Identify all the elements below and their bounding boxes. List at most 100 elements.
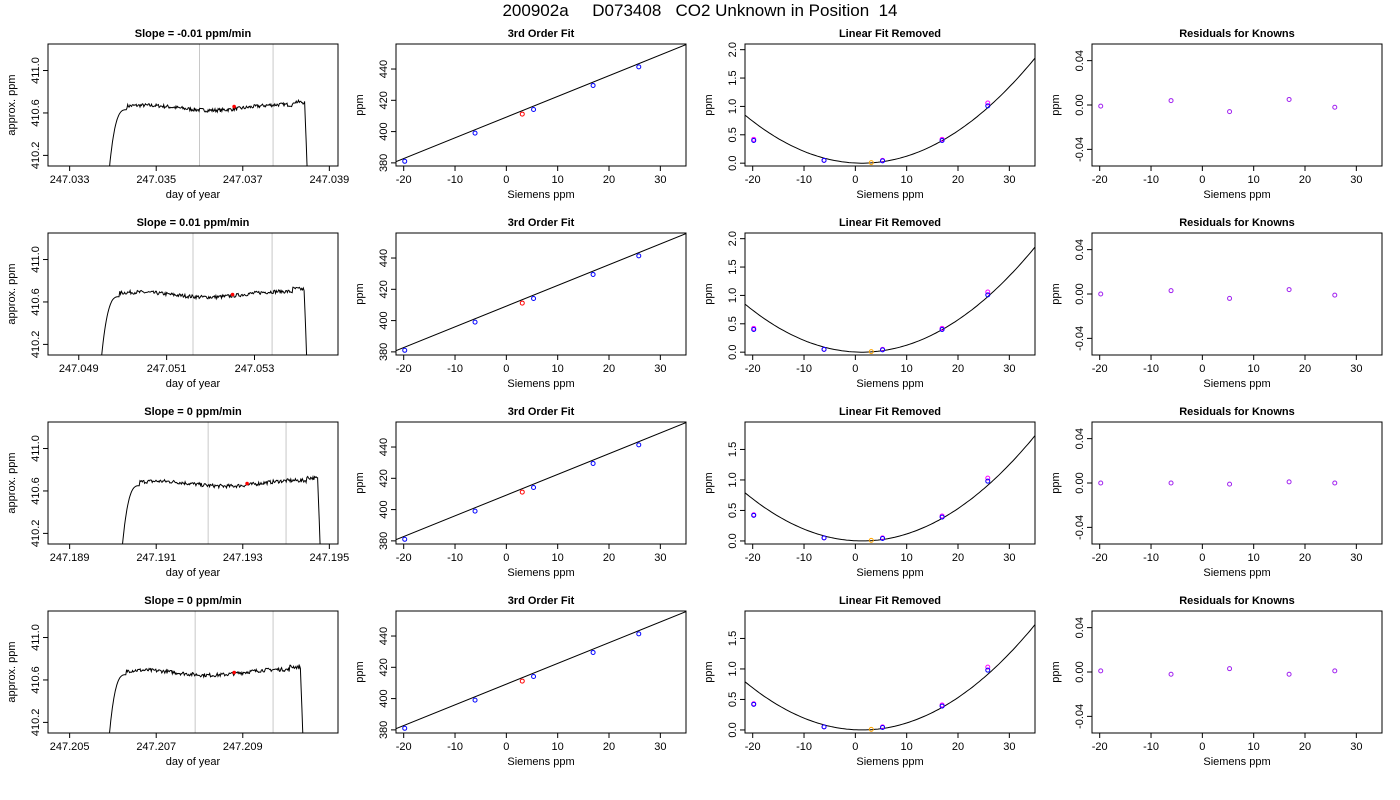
y-tick-label: 0.0 [727,345,739,360]
panel-r4-c4: Residuals for Knowns Siemens ppm ppm -20 -10… [1050,595,1383,768]
residual-point [1168,288,1174,294]
x-axis-label: day of year [166,189,221,201]
sample-point [232,104,236,109]
plot-area [745,57,1035,166]
x-tick-label: 20 [1299,741,1311,753]
x-axis-label: day of year [166,756,221,768]
x-tick-label: -20 [396,363,412,375]
known-point [636,442,642,448]
x-tick-label: 30 [1003,363,1015,375]
known-point [636,253,642,259]
y-tick-label: 410.6 [30,666,42,694]
sample-point [245,481,249,486]
x-tick-label: 247.191 [136,552,176,564]
y-tick-label: 400 [378,689,390,707]
known-point [751,512,757,518]
unknown-point [519,678,525,684]
y-tick-label: 420 [378,91,390,109]
x-tick-label: -10 [796,552,812,564]
x-tick-label: 30 [654,741,666,753]
y-tick-label: 0.00 [1074,283,1086,304]
x-tick-label: 247.037 [223,174,263,186]
y-axis-label: ppm [354,94,366,115]
x-tick-label: -20 [745,552,761,564]
y-axis-label: ppm [1050,472,1062,493]
panel-title: Linear Fit Removed [839,595,941,607]
x-tick-label: 0 [852,741,858,753]
x-tick-label: 10 [1248,174,1260,186]
panel-title: 3rd Order Fit [508,406,575,418]
plot-area [109,44,308,166]
residual-point [1227,295,1233,301]
x-tick-label: 10 [552,552,564,564]
panel-r1-c1: Slope = -0.01 ppm/min day of year approx. … [6,28,349,201]
residual-point [1332,480,1338,486]
residual-point [1227,481,1233,487]
x-tick-label: 30 [1350,552,1362,564]
plot-area [396,233,686,353]
x-tick-label: 0 [852,174,858,186]
plot-frame [744,232,1036,356]
x-tick-label: 0 [1199,174,1205,186]
plot-frame [1091,43,1383,167]
known-point [472,508,478,514]
y-axis-label: ppm [703,283,715,304]
y-tick-label: 400 [378,122,390,140]
x-tick-label: 30 [654,552,666,564]
x-tick-label: 247.189 [50,552,90,564]
panel-title: Linear Fit Removed [839,28,941,40]
known-point [636,64,642,70]
x-tick-label: -10 [796,363,812,375]
x-tick-label: 10 [552,174,564,186]
residual-point [1168,98,1174,104]
known-point [985,478,991,484]
known-point [751,701,757,707]
plot-area [396,611,686,731]
x-tick-label: -20 [396,552,412,564]
x-tick-label: -10 [447,174,463,186]
panel-title: Residuals for Knowns [1179,28,1295,40]
known-point [402,536,408,542]
fit-point [985,289,991,295]
known-point [472,697,478,703]
y-tick-label: 400 [378,500,390,518]
x-tick-label: -20 [1092,363,1108,375]
x-tick-label: 20 [603,363,615,375]
x-tick-label: 0 [1199,741,1205,753]
x-tick-label: 247.039 [309,174,349,186]
y-tick-label: 410.6 [30,99,42,127]
y-axis-label: ppm [703,94,715,115]
fit-curve [745,435,1035,542]
plot-area [745,624,1035,732]
x-tick-label: 0 [852,552,858,564]
y-tick-label: 400 [378,311,390,329]
trace-line [109,98,308,166]
panel-title: Slope = 0 ppm/min [144,406,242,418]
y-tick-label: 0.5 [727,316,739,331]
y-tick-label: 1.0 [727,99,739,114]
y-tick-label: 420 [378,280,390,298]
plot-frame [47,43,339,167]
residual-point [1098,668,1104,674]
y-axis-label: approx. ppm [6,74,18,135]
known-point [636,631,642,637]
trace-line [122,474,321,544]
y-tick-label: 0.00 [1074,472,1086,493]
y-tick-label: 0.04 [1074,617,1086,638]
residual-point [1168,671,1174,677]
x-tick-label: 247.209 [223,741,263,753]
panel-title: 3rd Order Fit [508,28,575,40]
known-point [472,319,478,325]
y-axis-label: approx. ppm [6,641,18,702]
plot-area [1098,287,1338,301]
unknown-point [519,111,525,117]
x-tick-label: 0 [503,363,509,375]
x-tick-label: 30 [1003,741,1015,753]
x-tick-label: -10 [447,552,463,564]
panel-title: Slope = -0.01 ppm/min [135,28,252,40]
x-tick-label: 247.051 [147,363,187,375]
x-tick-label: 247.033 [50,174,90,186]
y-tick-label: 0.0 [727,722,739,737]
x-tick-label: -20 [1092,741,1108,753]
x-axis-label: day of year [166,567,221,579]
